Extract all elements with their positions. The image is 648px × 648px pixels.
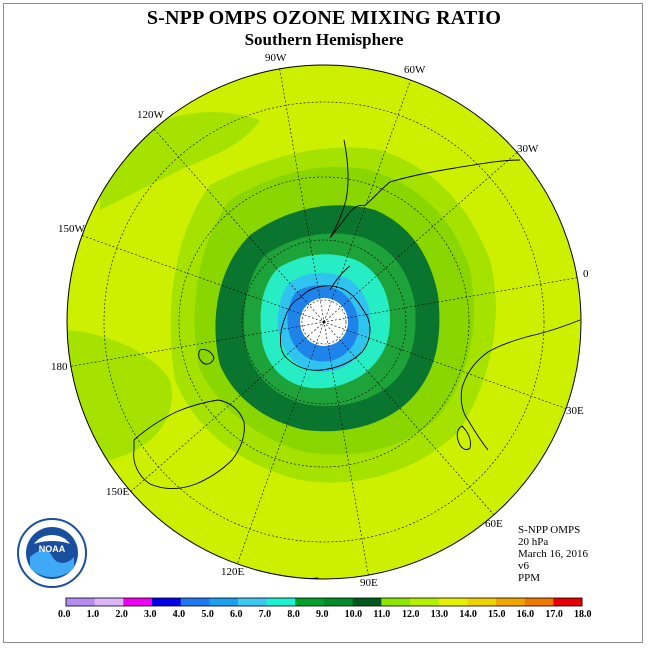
colorbar-swatch [66, 598, 96, 606]
coast-australia [133, 399, 245, 489]
latitude-circle-75s [301, 299, 347, 345]
colorbar-tick-label: 12.0 [402, 609, 420, 620]
coast-new-zealand [198, 349, 215, 365]
lon-label-180: 180 [51, 361, 68, 373]
latitude-circle-30s [103, 101, 545, 543]
svg-text:NOAA: NOAA [39, 544, 66, 554]
lon-label-30w: 30W [517, 143, 539, 155]
coast-madagascar [456, 425, 471, 451]
colorbar-tick-label: 9.0 [316, 609, 329, 620]
colorbar-tick-label: 2.0 [115, 609, 128, 620]
info-version: v6 [518, 560, 529, 572]
lon-label-120e: 120E [221, 566, 245, 578]
lon-label-90w: 90W [265, 52, 287, 64]
coast-africa [460, 319, 581, 451]
lon-label-120w: 120W [137, 109, 165, 121]
chart-subtitle: Southern Hemisphere [244, 30, 404, 49]
colorbar-tick-label: 3.0 [144, 609, 157, 620]
colorbar-tick-label: 7.0 [258, 609, 272, 620]
lon-label-30e: 30E [566, 405, 584, 417]
colorbar-tick-label: 1.0 [86, 609, 100, 620]
colorbar-swatch [553, 598, 583, 606]
colorbar-swatch [524, 598, 554, 606]
colorbar-swatch [496, 598, 526, 606]
colorbar-swatch [352, 598, 382, 606]
colorbar-tick-label: 11.0 [373, 609, 391, 620]
colorbar-tick-label: 13.0 [430, 609, 449, 620]
colorbar-border [65, 597, 583, 607]
noaa-logo: NOAA [17, 518, 87, 588]
colorbar-swatch [209, 598, 239, 606]
colorbar-tick-label: 17.0 [545, 609, 563, 620]
colorbar-swatch [295, 598, 325, 606]
colorbar-swatch [152, 598, 182, 606]
colorbar-tick-label: 10.0 [344, 609, 363, 620]
colorbar-swatch [94, 598, 124, 606]
lon-label-60w: 60W [404, 64, 426, 76]
colorbar-swatch [266, 598, 296, 606]
chart-title: S-NPP OMPS OZONE MIXING RATIO [146, 7, 502, 29]
colorbar-swatch [180, 598, 210, 606]
info-level: 20 hPa [518, 536, 549, 548]
coastlines [133, 139, 581, 579]
colorbar-swatch [381, 598, 411, 606]
colorbar-tick-label: 4.0 [172, 609, 186, 620]
lon-label-90e: 90E [360, 577, 378, 589]
colorbar-swatch [123, 598, 153, 606]
coast-south-america-east [363, 159, 521, 207]
colorbar-swatch [410, 598, 440, 606]
lon-label-0: 0 [583, 268, 589, 280]
colorbar-tick-label: 16.0 [516, 609, 535, 620]
colorbar-tick-label: 5.0 [201, 609, 214, 620]
info-date: March 16, 2016 [518, 548, 588, 560]
colorbar-swatch [438, 598, 468, 606]
colorbar-tick-label: 15.0 [488, 609, 506, 620]
figure-frame [3, 3, 643, 643]
lon-label-60e: 60E [485, 518, 503, 530]
south-pole-dot [322, 320, 326, 324]
colorbar-tick-label: 0.0 [58, 609, 71, 620]
info-instrument: S-NPP OMPS [518, 524, 581, 536]
latitude-circle-45s [178, 176, 470, 468]
colorbar-tick-label: 6.0 [230, 609, 243, 620]
lon-label-150w: 150W [58, 223, 86, 235]
colorbar-swatch [467, 598, 497, 606]
info-units: PPM [518, 572, 541, 584]
latitude-circle-60s [241, 239, 407, 405]
colorbar-tick-label: 14.0 [459, 609, 477, 620]
lon-label-150e: 150E [106, 486, 130, 498]
colorbar-swatch [238, 598, 268, 606]
ozone-field [67, 65, 581, 579]
colorbar-tick-label: 18.0 [574, 609, 592, 620]
map-disc-outline [66, 64, 582, 580]
coast-south-america [329, 139, 365, 239]
coast-antarctica [279, 285, 371, 371]
colorbar-swatch [324, 598, 354, 606]
colorbar-tick-label: 8.0 [287, 609, 300, 620]
coast-antarctic-peninsula [329, 265, 351, 291]
colorbar [65, 597, 583, 607]
